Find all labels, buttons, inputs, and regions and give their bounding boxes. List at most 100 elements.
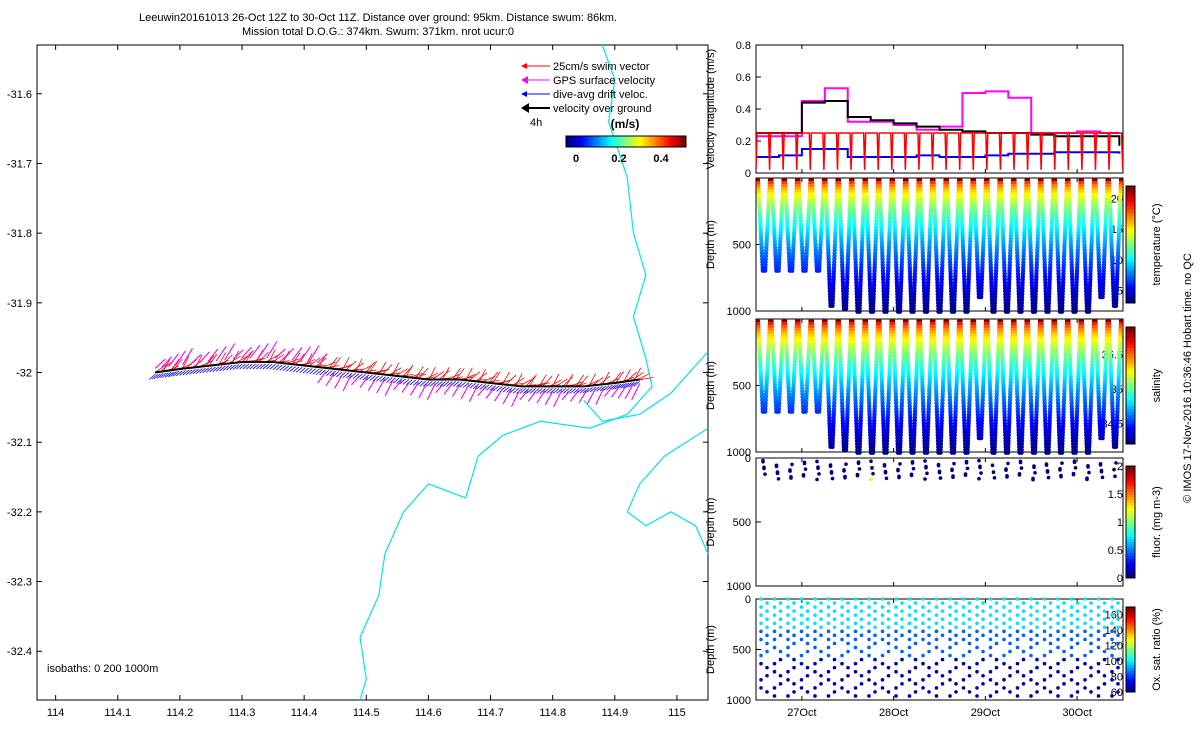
temperature-colorbar-frame xyxy=(1125,185,1136,304)
colorbar-cell xyxy=(1126,359,1135,363)
drift-vector xyxy=(202,367,210,374)
drift-vector xyxy=(382,376,390,383)
swim-vector xyxy=(395,368,408,377)
drift-vector xyxy=(296,367,303,373)
colorbar-cell xyxy=(1126,229,1135,234)
temperature-point xyxy=(897,309,903,314)
swim-vector xyxy=(452,367,461,380)
drift-vector xyxy=(229,364,236,371)
salinity-point xyxy=(1019,450,1024,455)
coastline-island xyxy=(626,427,709,554)
swim-vector xyxy=(221,354,233,365)
temperature-point xyxy=(884,309,889,314)
gps-vector xyxy=(154,358,166,369)
legend-label-swim: 25cm/s swim vector xyxy=(553,61,650,73)
temperature-point xyxy=(924,309,930,314)
gps-vector xyxy=(494,388,504,402)
swim-vector xyxy=(328,356,338,369)
gps-vector xyxy=(308,345,320,363)
swim-vector xyxy=(245,349,254,363)
colorbar-cell xyxy=(1126,250,1135,254)
drift-vector xyxy=(628,381,635,388)
gps-vector xyxy=(316,353,328,364)
swim-vector xyxy=(468,371,481,381)
colorbar-cell xyxy=(618,136,621,147)
drift-vector xyxy=(614,383,622,390)
map-xtick-label: 114.3 xyxy=(229,707,256,719)
gps-vector xyxy=(561,390,571,400)
swim-vector xyxy=(272,354,285,363)
colorbar-cell xyxy=(1126,394,1135,398)
drift-vector xyxy=(225,364,233,371)
map-ytick-label: -31.8 xyxy=(7,228,32,240)
colorbar-cell xyxy=(624,136,627,147)
drift-vector xyxy=(336,371,343,378)
salinity-point xyxy=(911,450,916,455)
colorbar-cell xyxy=(616,136,619,147)
drift-vector xyxy=(192,368,200,375)
salinity-point xyxy=(938,450,943,455)
drift-vector xyxy=(602,385,610,391)
temperature-colorbar-label: temperature (°C) xyxy=(1151,203,1163,285)
drift-vector xyxy=(402,378,410,385)
drift-vector xyxy=(235,363,243,370)
drift-vector xyxy=(539,388,547,394)
swim-vector xyxy=(218,352,227,365)
legend-swim-vector: 25cm/s swim vector xyxy=(521,61,650,73)
colorbar-cell xyxy=(652,136,655,147)
gps-vector xyxy=(359,376,369,389)
drift-vector xyxy=(195,368,203,374)
drift-vector xyxy=(215,365,223,372)
temperature-point xyxy=(1059,309,1065,314)
gps-vector xyxy=(624,384,634,400)
gps-vector xyxy=(586,388,596,405)
swim-vector xyxy=(488,371,499,384)
colorbar-cell xyxy=(1126,224,1135,228)
colorbar-cell xyxy=(578,136,581,147)
drift-vector xyxy=(536,388,543,394)
swim-vector xyxy=(631,372,644,381)
swim-vector xyxy=(432,371,445,380)
drift-vector xyxy=(266,363,273,370)
swim-vector xyxy=(358,365,372,373)
gps-vector xyxy=(511,389,520,407)
swim-vector xyxy=(195,354,203,368)
colorbar-cell xyxy=(1126,347,1135,351)
drift-vector xyxy=(151,373,158,380)
gps-vector xyxy=(249,344,261,359)
map-xtick-label: 114.1 xyxy=(104,707,131,719)
swim-vector xyxy=(562,376,573,387)
colorbar-cell xyxy=(1126,426,1135,430)
swim-vector xyxy=(368,360,378,374)
colorbar-cell xyxy=(1126,344,1135,348)
colorbar-cell xyxy=(576,136,579,147)
drift-vector xyxy=(376,375,383,382)
colorbar-cell xyxy=(648,136,651,147)
drift-vector xyxy=(496,385,503,392)
drift-vector xyxy=(362,374,370,381)
colorbar-cell xyxy=(622,136,625,147)
colorbar-frame xyxy=(565,135,687,148)
drift-vector xyxy=(509,387,517,394)
colorbar-cell xyxy=(1126,259,1135,263)
drift-vector xyxy=(159,372,166,379)
swim-vector xyxy=(592,376,604,386)
swim-vector xyxy=(565,374,574,387)
gps-vector xyxy=(393,380,402,391)
gps-vector xyxy=(452,383,462,397)
salinity-point xyxy=(1046,450,1051,455)
colorbar-cell xyxy=(592,136,595,147)
swim-vector xyxy=(308,357,321,367)
drift-vector xyxy=(164,371,172,378)
drift-vector xyxy=(154,373,161,380)
colorbar-cell xyxy=(666,136,669,147)
drift-vector xyxy=(302,367,310,374)
swim-vector xyxy=(345,360,357,371)
colorbar-cell xyxy=(676,136,679,147)
colorbar-cell xyxy=(662,136,665,147)
salinity-point xyxy=(870,450,876,455)
drift-vector xyxy=(412,380,420,386)
drift-vector xyxy=(572,388,580,394)
colorbar-cell xyxy=(1126,388,1135,392)
temperature-point xyxy=(1005,309,1011,314)
